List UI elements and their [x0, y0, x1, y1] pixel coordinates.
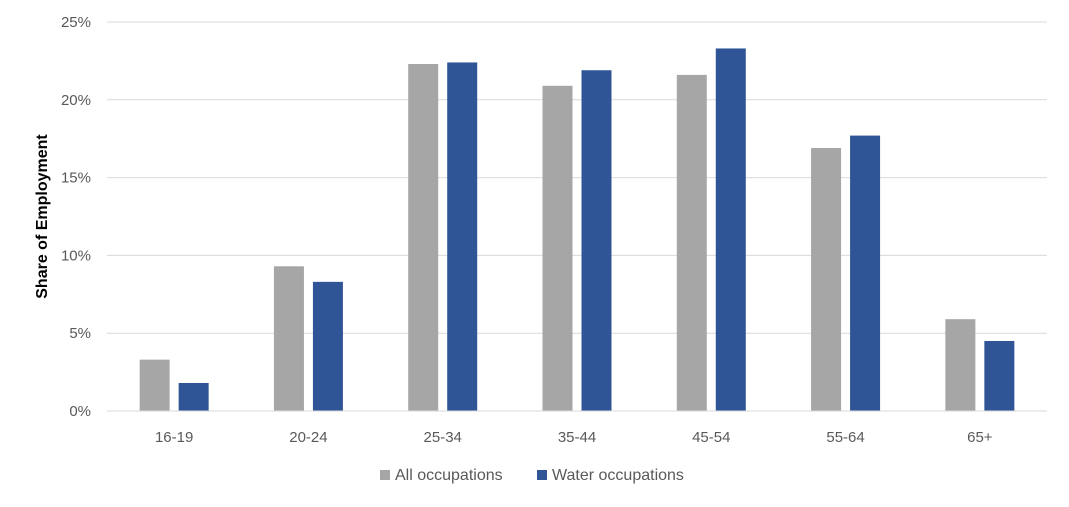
bar-water-occupations-16-19 [178, 382, 209, 411]
bar-all-occupations-20-24 [273, 266, 304, 411]
x-tick-label: 20-24 [289, 429, 327, 446]
bars [139, 48, 1015, 412]
bar-water-occupations-45-54 [715, 48, 746, 412]
bar-all-occupations-25-34 [408, 64, 439, 412]
x-axis-ticks: 16-19 20-24 25-34 35-44 45-54 55-64 65+ [155, 429, 993, 446]
bar-all-occupations-65+ [945, 319, 976, 411]
y-axis-title: Share of Employment [34, 134, 51, 299]
legend-swatch [380, 470, 390, 480]
y-tick-label: 15% [61, 170, 91, 187]
bar-water-occupations-65+ [984, 340, 1015, 411]
y-tick-label: 20% [61, 92, 91, 109]
y-tick-label: 10% [61, 247, 91, 264]
x-tick-label: 65+ [967, 429, 993, 446]
x-tick-label: 35-44 [558, 429, 596, 446]
bar-all-occupations-45-54 [676, 74, 707, 412]
bar-all-occupations-55-64 [811, 148, 842, 411]
y-tick-label: 5% [69, 325, 91, 342]
x-tick-label: 55-64 [826, 429, 864, 446]
legend-label: Water occupations [552, 467, 684, 484]
legend-label: All occupations [395, 467, 503, 484]
bar-water-occupations-55-64 [850, 135, 881, 411]
bar-water-occupations-20-24 [312, 281, 343, 411]
bar-all-occupations-16-19 [139, 359, 170, 411]
legend: All occupations Water occupations [380, 467, 684, 484]
gridlines [107, 21, 1047, 334]
y-axis-ticks: 0% 5% 10% 15% 20% 25% [61, 14, 91, 420]
x-tick-label: 16-19 [155, 429, 193, 446]
bar-all-occupations-35-44 [542, 85, 573, 412]
legend-swatch [537, 470, 547, 480]
x-tick-label: 25-34 [424, 429, 462, 446]
y-tick-label: 0% [69, 403, 91, 420]
x-tick-label: 45-54 [692, 429, 730, 446]
bar-water-occupations-35-44 [581, 70, 612, 412]
bar-water-occupations-25-34 [447, 62, 478, 412]
y-tick-label: 25% [61, 14, 91, 31]
